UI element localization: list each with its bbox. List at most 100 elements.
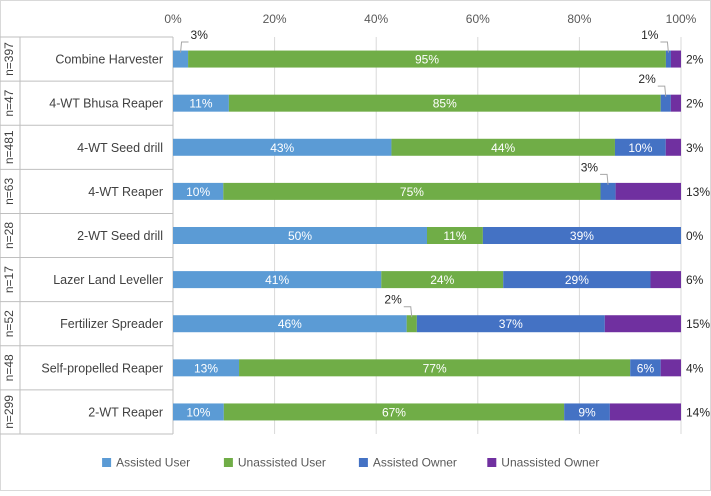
bar-segment (665, 50, 671, 68)
data-label: 44% (491, 141, 515, 155)
data-label: 3% (686, 141, 704, 155)
data-label: 10% (186, 185, 210, 199)
category-label: Combine Harvester (55, 53, 163, 67)
bar-segment (604, 315, 681, 333)
legend-label: Assisted Owner (373, 456, 457, 470)
data-label: 14% (686, 405, 710, 419)
data-label: 2% (686, 97, 704, 111)
x-tick-label: 80% (567, 12, 591, 26)
bar-segment (614, 138, 666, 156)
bar-segment (650, 271, 681, 289)
bar-segment (188, 50, 666, 68)
legend-swatch (223, 458, 233, 467)
bar-segment (670, 94, 681, 112)
data-label: 15% (686, 317, 710, 331)
bar-segment (482, 227, 681, 244)
category-label: 2-WT Reaper (88, 405, 163, 419)
data-label: 37% (499, 317, 523, 331)
data-label: 2% (384, 293, 402, 307)
sample-size-label: n=28 (2, 222, 16, 249)
bar-segment (173, 359, 240, 377)
data-label: 6% (686, 273, 704, 287)
sample-size-label: n=63 (2, 178, 16, 205)
leader-line (657, 85, 667, 97)
data-label: 95% (415, 53, 439, 67)
bar-segments (173, 50, 681, 421)
data-label: 85% (433, 97, 457, 111)
sample-size-label: n=397 (2, 42, 16, 76)
bar-segment (173, 50, 189, 68)
sample-size-label: n=299 (2, 395, 16, 429)
legend: Assisted User Unassisted User Assisted Own… (102, 456, 599, 470)
bar-segment (173, 403, 224, 421)
legend-swatch (358, 458, 368, 467)
bar-segment (665, 138, 681, 156)
leader-line (180, 41, 189, 53)
data-label: 3% (581, 160, 599, 174)
bar-segment (609, 403, 681, 421)
data-label: 13% (194, 361, 218, 375)
category-label: 4-WT Seed drill (77, 141, 163, 155)
sample-size-label: n=48 (2, 354, 16, 381)
bar-segment (503, 271, 651, 289)
data-labels: 3% 95% 1% 2% 11% 85% 2% 2% 43% 44% 10% 3% 10% 75% 3% 13… (180, 28, 710, 419)
category-label: 4-WT Bhusa Reaper (49, 97, 163, 111)
data-label: 13% (686, 185, 710, 199)
bar-segment (173, 315, 407, 333)
data-label: 41% (265, 273, 289, 287)
data-label: 11% (189, 97, 212, 111)
x-tick-label: 60% (466, 12, 490, 26)
data-label: 6% (637, 361, 655, 375)
data-label: 29% (565, 273, 589, 287)
legend-label: Unassisted Owner (501, 456, 599, 470)
sample-size-label: n=481 (2, 130, 16, 164)
data-label: 24% (430, 273, 454, 287)
data-label: 39% (570, 229, 594, 243)
data-label: 67% (382, 405, 406, 419)
bar-segment (660, 359, 681, 377)
x-tick-label: 20% (263, 12, 287, 26)
legend-label: Unassisted User (238, 456, 326, 470)
bar-segment (173, 138, 392, 156)
bar-segment (427, 227, 483, 244)
x-tick-label: 40% (364, 12, 388, 26)
data-label: 9% (578, 405, 596, 419)
sample-size-label: n=17 (2, 266, 16, 293)
data-label: 46% (278, 317, 302, 331)
bar-segment (223, 182, 601, 200)
legend-swatch (102, 458, 112, 467)
bar-segment (173, 182, 224, 200)
x-tick-label: 100% (666, 12, 697, 26)
category-label: Lazer Land Leveller (53, 273, 163, 287)
data-label: 10% (186, 405, 210, 419)
data-label: 2% (686, 53, 704, 67)
category-axis: Combine Harvester n=397 4-WT Bhusa Reaper n… (0, 36, 174, 435)
bar-segment (223, 403, 565, 421)
bar-segment (630, 359, 661, 377)
data-label: 75% (400, 185, 424, 199)
data-label: 2% (638, 72, 656, 86)
legend-swatch (487, 458, 497, 467)
data-label: 4% (686, 361, 704, 375)
leader-line (660, 41, 669, 53)
leader-line (403, 306, 413, 318)
bar-segment (228, 94, 661, 112)
category-label: Self-propelled Reaper (41, 361, 163, 375)
bar-segment (381, 271, 504, 289)
data-label: 10% (628, 141, 652, 155)
category-label: 4-WT Reaper (88, 185, 163, 199)
data-label: 50% (288, 229, 312, 243)
bar-segment (173, 227, 427, 244)
bar-segment (660, 94, 671, 112)
data-label: 1% (641, 28, 659, 42)
category-label: 2-WT Seed drill (77, 229, 163, 243)
bar-segment (600, 182, 616, 200)
bar-segment (615, 182, 681, 200)
data-label: 77% (423, 361, 447, 375)
bar-segment (391, 138, 615, 156)
sample-size-label: n=47 (2, 89, 16, 116)
data-label: 43% (270, 141, 294, 155)
leader-line (600, 173, 609, 185)
